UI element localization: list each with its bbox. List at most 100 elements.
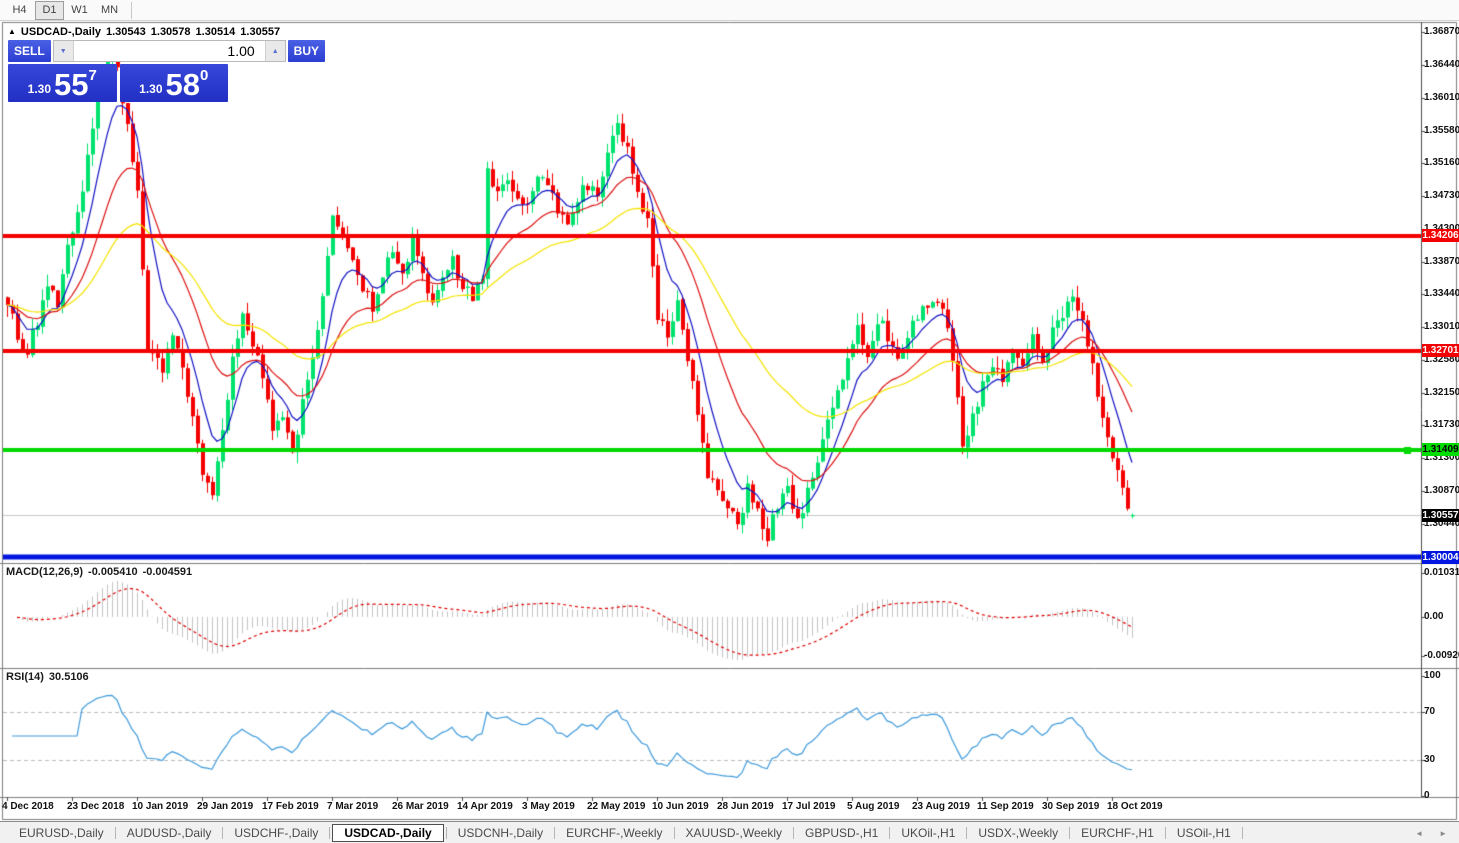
buy-price-big: 58 — [165, 67, 200, 102]
volume-decrease-button[interactable]: ▼ — [53, 41, 74, 61]
volume-increase-button[interactable]: ▲ — [264, 41, 285, 61]
tab-separator — [1164, 826, 1166, 839]
date-axis-label: 17 Feb 2019 — [262, 801, 319, 812]
one-click-trading-panel: SELL ▼ ▲ BUY 1.30 55 7 1.30 58 0 — [8, 40, 326, 102]
date-axis-label: 10 Jun 2019 — [652, 801, 709, 812]
tab-gbpusd-h1[interactable]: GBPUSD-,H1 — [805, 825, 879, 840]
toolbar-separator — [131, 1, 132, 19]
rsi-value: 30.5106 — [48, 671, 89, 683]
chart-tab-bar: EURUSD-,Daily AUDUSD-,Daily USDCHF-,Daily U… — [0, 821, 1459, 843]
date-axis-label: 7 Mar 2019 — [327, 801, 379, 812]
tab-usdx-weekly[interactable]: USDX-,Weekly — [978, 825, 1059, 840]
rsi-name: RSI(14) — [6, 671, 44, 683]
timeframe-button-d1[interactable]: D1 — [35, 0, 64, 20]
price-axis-tick-label: 1.36440 — [1424, 58, 1459, 70]
collapse-arrow-icon[interactable]: ▲ — [8, 26, 16, 36]
rsi-axis-tick-label: 30 — [1424, 754, 1436, 765]
sell-price-prefix: 1.30 — [27, 82, 52, 96]
volume-stepper: ▼ ▲ — [52, 40, 286, 62]
tab-eurchf-h1[interactable]: EURCHF-,H1 — [1081, 825, 1154, 840]
tab-separator — [966, 826, 968, 839]
tab-eurchf-weekly[interactable]: EURCHF-,Weekly — [566, 825, 663, 840]
price-axis-tick-label: 1.34300 — [1424, 222, 1459, 234]
rsi-axis-tick-label: 0 — [1424, 790, 1430, 801]
price-axis-tick-label: 1.30870 — [1424, 485, 1459, 497]
date-axis-label: 14 Apr 2019 — [457, 801, 513, 812]
trade-controls-row: SELL ▼ ▲ BUY — [8, 40, 326, 62]
tab-scroll-right-icon[interactable]: ► — [1439, 828, 1447, 838]
tab-scroll-controls: ◄ ► — [1415, 822, 1447, 843]
price-axis-tick-label: 1.34730 — [1424, 189, 1459, 201]
tab-separator — [445, 826, 447, 839]
date-axis-label: 11 Sep 2019 — [977, 801, 1034, 812]
rsi-axis-tick-label: 100 — [1424, 670, 1441, 681]
sell-price-sup: 7 — [88, 67, 97, 84]
date-axis-label: 29 Jan 2019 — [197, 801, 254, 812]
tab-separator — [329, 826, 331, 839]
tab-separator — [1241, 826, 1243, 839]
price-axis-tick-label: 1.31300 — [1424, 452, 1459, 464]
date-axis-label: 10 Jan 2019 — [132, 801, 189, 812]
date-axis-label: 23 Dec 2018 — [67, 801, 125, 812]
buy-button[interactable]: BUY — [287, 40, 326, 62]
tab-ukoil-h1[interactable]: UKOil-,H1 — [901, 825, 956, 840]
tab-separator — [673, 826, 675, 839]
price-axis-tick-label: 1.35160 — [1424, 156, 1459, 168]
triangle-up-icon: ▲ — [271, 47, 279, 55]
volume-input[interactable] — [73, 41, 265, 61]
macd-indicator-label: MACD(12,26,9) -0.005410 -0.004591 — [6, 566, 192, 578]
price-axis-tick-label: 1.33870 — [1424, 255, 1459, 267]
tab-usdcad-daily[interactable]: USDCAD-,Daily — [332, 823, 444, 842]
trade-price-row: 1.30 55 7 1.30 58 0 — [8, 64, 228, 102]
tab-separator — [1069, 826, 1071, 839]
price-axis-tick-label: 1.30440 — [1424, 517, 1459, 529]
timeframe-button-mn[interactable]: MN — [100, 4, 119, 16]
date-axis-label: 30 Sep 2019 — [1042, 801, 1100, 812]
macd-axis-tick-label: -0.009207 — [1424, 649, 1459, 661]
price-axis-tick-label: 1.32150 — [1424, 387, 1459, 399]
macd-axis-tick-label: 0.00 — [1424, 610, 1444, 622]
triangle-down-icon: ▼ — [59, 47, 67, 55]
symbol-period-label: USDCAD-,Daily — [20, 26, 101, 38]
price-axis-tick-label: 1.35580 — [1424, 124, 1459, 136]
chart-title: ▲ USDCAD-,Daily 1.30543 1.30578 1.30514 … — [8, 26, 280, 38]
price-axis-tick-label: 1.33440 — [1424, 288, 1459, 300]
rsi-axis-tick-label: 70 — [1424, 706, 1436, 717]
tab-separator — [889, 826, 891, 839]
tab-usdcnh-daily[interactable]: USDCNH-,Daily — [457, 825, 544, 840]
tab-separator — [114, 826, 116, 839]
sell-button[interactable]: SELL — [8, 40, 51, 62]
tab-audusd-daily[interactable]: AUDUSD-,Daily — [126, 825, 212, 840]
tab-separator — [793, 826, 794, 839]
macd-axis-tick-label: 0.010311 — [1424, 567, 1459, 579]
date-axis-label: 23 Aug 2019 — [912, 801, 970, 812]
tab-eurusd-daily[interactable]: EURUSD-,Daily — [19, 825, 104, 840]
price-axis-tick-label: 1.31730 — [1424, 419, 1459, 431]
macd-main-value: -0.005410 — [88, 566, 138, 578]
ohlc-open: 1.30543 — [106, 26, 146, 38]
chart-tabs: EURUSD-,Daily AUDUSD-,Daily USDCHF-,Daily U… — [10, 823, 1245, 842]
price-line-flag: 1.30557 — [1422, 508, 1459, 522]
buy-price-display[interactable]: 1.30 58 0 — [119, 64, 228, 102]
buy-price-sup: 0 — [200, 67, 209, 84]
date-axis-label: 18 Oct 2019 — [1107, 801, 1163, 812]
price-axis-tick-label: 1.36870 — [1424, 25, 1459, 37]
price-line-flag: 1.30004 — [1422, 550, 1459, 564]
timeframe-button-h4[interactable]: H4 — [12, 4, 27, 16]
date-axis-label: 17 Jul 2019 — [782, 801, 836, 812]
date-axis-label: 3 May 2019 — [522, 801, 575, 812]
timeframe-button-w1[interactable]: W1 — [71, 4, 88, 16]
sell-price-display[interactable]: 1.30 55 7 — [8, 64, 117, 102]
timeframe-buttons: H4 D1 W1 MN — [5, 0, 125, 20]
sell-price-big: 55 — [54, 67, 89, 102]
date-axis-label: 26 Mar 2019 — [392, 801, 449, 812]
price-line-flag: 1.34206 — [1422, 229, 1459, 243]
ohlc-close: 1.30557 — [240, 26, 281, 38]
tab-xauusd-weekly[interactable]: XAUUSD-,Weekly — [685, 825, 782, 840]
tab-usdchf-daily[interactable]: USDCHF-,Daily — [234, 825, 319, 840]
tab-usoil-h1[interactable]: USOil-,H1 — [1176, 825, 1231, 840]
macd-name: MACD(12,26,9) — [6, 566, 84, 578]
tab-scroll-left-icon[interactable]: ◄ — [1415, 828, 1424, 838]
price-axis-tick-label: 1.32580 — [1424, 354, 1459, 366]
